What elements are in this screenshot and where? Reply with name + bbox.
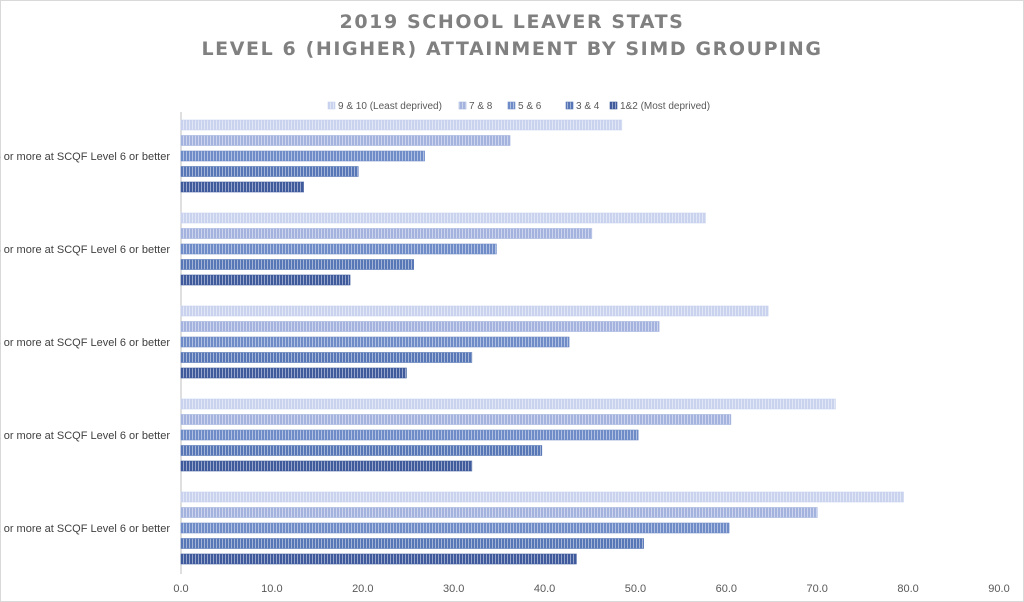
x-tick-label: 0.0 — [173, 583, 188, 595]
x-tick-label: 70.0 — [807, 583, 828, 595]
bar-7-and-8 — [180, 414, 732, 425]
legend-swatch — [327, 101, 336, 110]
legend-swatch — [458, 101, 467, 110]
bar-7-and-8 — [180, 135, 511, 146]
bar-1and2-most-deprived — [180, 460, 473, 472]
legend-label: 1&2 (Most deprived) — [620, 101, 710, 112]
bar-5-and-6 — [180, 243, 497, 255]
category-label: 4 or more at SCQF Level 6 or better — [0, 244, 170, 256]
legend-label: 5 & 6 — [518, 101, 542, 112]
bar-7-and-8 — [180, 321, 660, 332]
bar-9-and-10-least-deprived — [180, 491, 904, 503]
bar-9-and-10-least-deprived — [180, 212, 706, 224]
legend-swatch — [507, 101, 516, 110]
bar-5-and-6 — [180, 522, 730, 534]
bar-1and2-most-deprived — [180, 274, 351, 286]
category-label: 3 or more at SCQF Level 6 or better — [0, 337, 170, 349]
category-label: 1 or more at SCQF Level 6 or better — [0, 523, 170, 535]
bar-7-and-8 — [180, 228, 593, 239]
x-tick-label: 20.0 — [352, 583, 373, 595]
bar-5-and-6 — [180, 429, 639, 441]
bar-5-and-6 — [180, 336, 570, 348]
category-label: 5 or more at SCQF Level 6 or better — [0, 151, 170, 163]
x-tick-label: 80.0 — [897, 583, 918, 595]
bar-1and2-most-deprived — [180, 553, 577, 565]
chart-title-line-1: 2019 SCHOOL LEAVER STATS — [339, 11, 685, 33]
x-tick-label: 50.0 — [625, 583, 646, 595]
x-tick-label: 30.0 — [443, 583, 464, 595]
bar-3-and-4 — [180, 538, 644, 549]
bar-3-and-4 — [180, 352, 473, 363]
bars — [180, 119, 904, 565]
x-tick-label: 40.0 — [534, 583, 555, 595]
bar-9-and-10-least-deprived — [180, 398, 836, 410]
bar-9-and-10-least-deprived — [180, 305, 769, 317]
x-tick-label: 90.0 — [988, 583, 1009, 595]
bar-1and2-most-deprived — [180, 181, 304, 193]
bar-9-and-10-least-deprived — [180, 119, 623, 131]
legend-label: 9 & 10 (Least deprived) — [338, 101, 442, 112]
chart-title-line-2: LEVEL 6 (HIGHER) ATTAINMENT BY SIMD GROU… — [201, 38, 823, 60]
legend: 9 & 10 (Least deprived) 7 & 8 5 & 6 3 & 4 1&… — [327, 101, 710, 112]
x-tick-label: 60.0 — [716, 583, 737, 595]
legend-label: 7 & 8 — [469, 101, 493, 112]
bar-3-and-4 — [180, 445, 543, 456]
bar-3-and-4 — [180, 259, 414, 270]
bar-3-and-4 — [180, 166, 359, 177]
bar-7-and-8 — [180, 507, 818, 518]
bar-1and2-most-deprived — [180, 367, 407, 379]
x-tick-label: 10.0 — [261, 583, 282, 595]
bar-5-and-6 — [180, 150, 425, 162]
axis: 0.0 10.0 20.0 30.0 40.0 50.0 60.0 70.0 80.0 90.0 5… — [0, 112, 1010, 595]
legend-swatch — [609, 101, 618, 110]
legend-label: 3 & 4 — [576, 101, 600, 112]
category-label: 2 or more at SCQF Level 6 or better — [0, 430, 170, 442]
legend-swatch — [565, 101, 574, 110]
